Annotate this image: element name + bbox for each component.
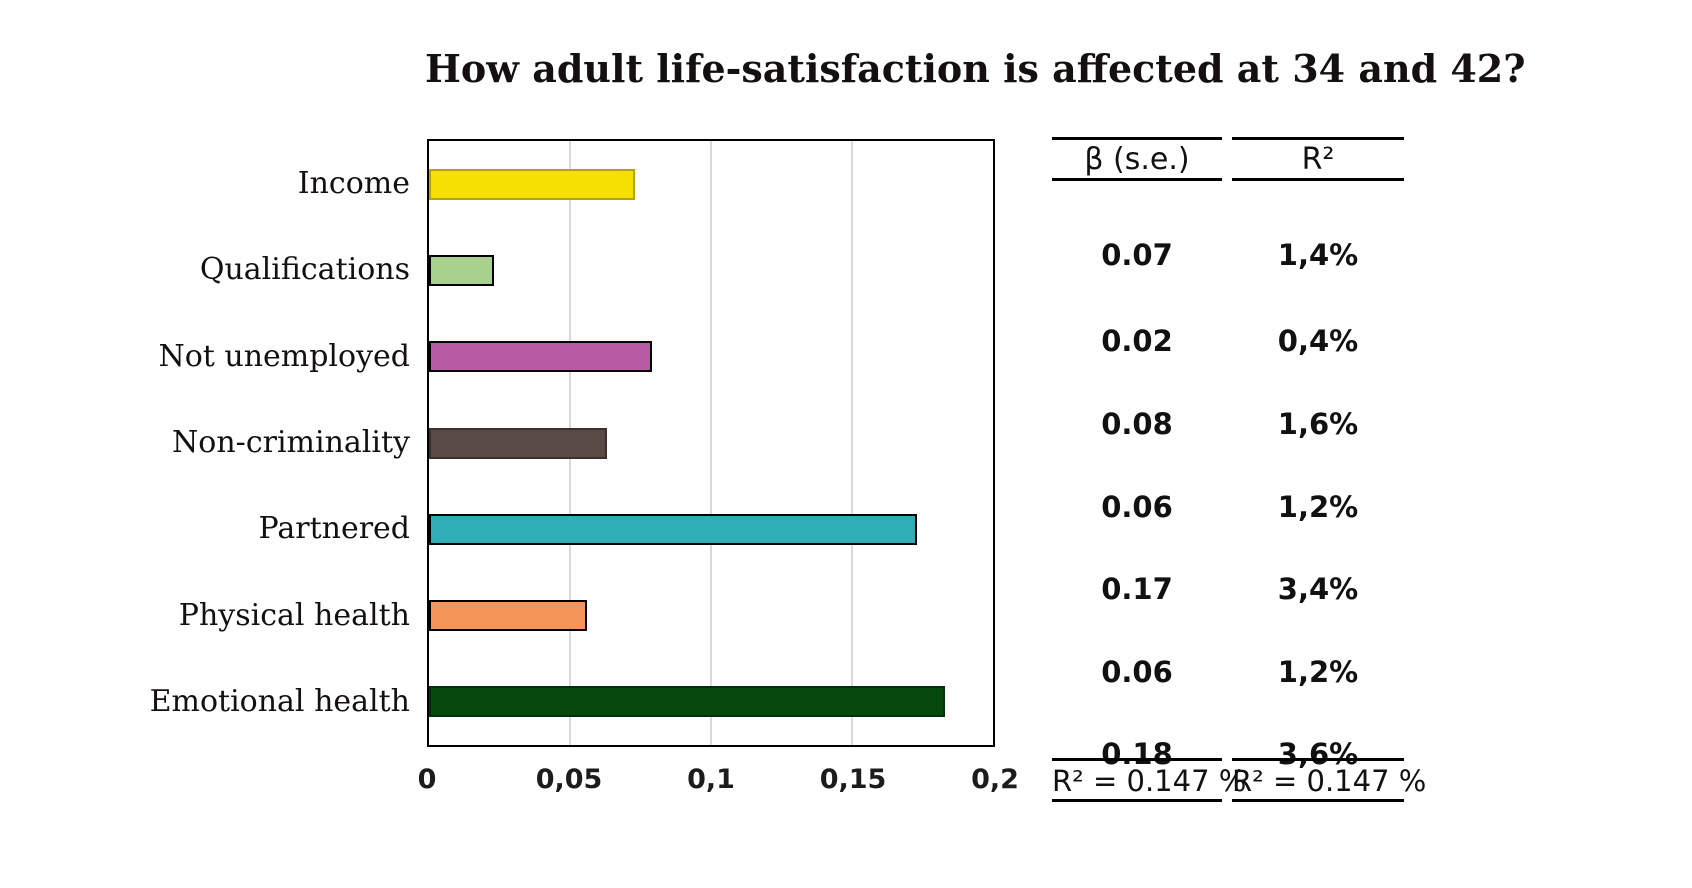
plot-area bbox=[427, 139, 995, 747]
stat-value: 3,6% bbox=[1277, 737, 1359, 771]
gridline-0,1 bbox=[710, 141, 712, 745]
stat-value: 0.02 bbox=[1101, 324, 1173, 358]
stat-value: 0.17 bbox=[1101, 572, 1173, 606]
stat-value: 3,4% bbox=[1277, 572, 1359, 606]
category-label-not-unemployed: Not unemployed bbox=[158, 338, 410, 374]
category-label-partnered: Partnered bbox=[258, 511, 411, 547]
column-footer-total-r2: R² = 0.147 % bbox=[1052, 758, 1246, 802]
gridline-0,15 bbox=[851, 141, 853, 745]
column-header-beta-se: β (s.e.) bbox=[1052, 137, 1222, 181]
stat-value: 1,4% bbox=[1277, 238, 1359, 272]
category-label-physical-health: Physical health bbox=[178, 597, 410, 633]
bar-partnered bbox=[429, 513, 917, 545]
stats-column-r2: R² 1,4% 0,4% 1,6% 1,2% 3,4% 1,2% 3,6% R² = 0.147… bbox=[1232, 137, 1426, 807]
stat-value: 0,4% bbox=[1277, 324, 1359, 358]
column-footer-total-r2: R² = 0.147 % bbox=[1232, 758, 1426, 802]
bar-qualifications bbox=[429, 254, 494, 286]
x-tick-label-4: 0,2 bbox=[971, 764, 1019, 795]
stat-value: 0.18 bbox=[1101, 737, 1173, 771]
x-tick-label-2: 0,1 bbox=[687, 764, 735, 795]
x-tick-label-0: 0 bbox=[417, 764, 437, 795]
bar-non-criminality bbox=[429, 427, 607, 459]
category-label-emotional-health: Emotional health bbox=[149, 683, 410, 719]
bar-physical-health bbox=[429, 600, 587, 632]
category-label-qualifications: Qualifications bbox=[199, 252, 410, 288]
x-tick-label-1: 0,05 bbox=[535, 764, 603, 795]
bar-emotional-health bbox=[429, 686, 946, 718]
stats-column-beta: β (s.e.) 0.07 0.02 0.08 0.06 0.17 0.06 0.18 R² =… bbox=[1052, 137, 1246, 807]
stat-value: 1,2% bbox=[1277, 490, 1359, 524]
category-label-income: Income bbox=[297, 166, 410, 202]
stat-value: 0.06 bbox=[1101, 490, 1173, 524]
stat-value: 1,6% bbox=[1277, 407, 1359, 441]
category-label-non-criminality: Non-criminality bbox=[172, 425, 410, 460]
stat-value: 1,2% bbox=[1277, 655, 1359, 689]
stat-value: 0.06 bbox=[1101, 655, 1173, 689]
stat-value: 0.08 bbox=[1101, 407, 1173, 441]
bar-not-unemployed bbox=[429, 341, 652, 373]
chart-title: How adult life-satisfaction is affected … bbox=[425, 46, 1526, 91]
column-header-r-squared: R² bbox=[1232, 137, 1404, 181]
bar-income bbox=[429, 168, 635, 200]
stat-value: 0.07 bbox=[1101, 238, 1173, 272]
x-tick-label-3: 0,15 bbox=[819, 764, 887, 795]
